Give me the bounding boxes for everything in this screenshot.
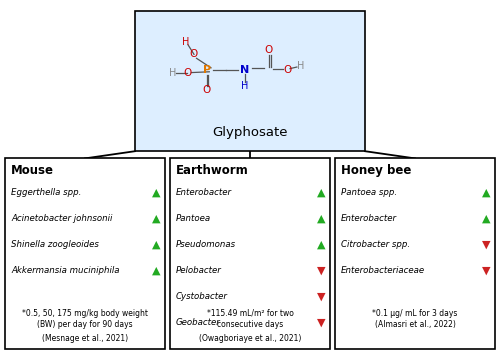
Text: H: H: [182, 37, 189, 48]
Text: Pseudomonas: Pseudomonas: [176, 240, 236, 249]
Text: Glyphosate: Glyphosate: [212, 126, 288, 139]
Text: Eggerthella spp.: Eggerthella spp.: [11, 188, 82, 197]
Text: (Owagboriaye et al., 2021): (Owagboriaye et al., 2021): [199, 334, 301, 343]
Text: Mouse: Mouse: [11, 164, 54, 177]
Text: Enterobacter: Enterobacter: [176, 188, 232, 197]
Text: ▲: ▲: [152, 265, 160, 275]
FancyBboxPatch shape: [135, 11, 365, 151]
Text: ▲: ▲: [152, 239, 160, 249]
Text: consecutive days: consecutive days: [217, 320, 283, 329]
Text: ▼: ▼: [482, 265, 490, 275]
Text: Geobacter: Geobacter: [176, 318, 221, 327]
Text: ▲: ▲: [152, 213, 160, 224]
Text: Shinella zoogleoides: Shinella zoogleoides: [11, 240, 99, 249]
Text: O: O: [284, 65, 292, 75]
Text: Citrobacter spp.: Citrobacter spp.: [341, 240, 410, 249]
Text: ▲: ▲: [317, 239, 325, 249]
Text: H: H: [169, 68, 176, 77]
Text: ▼: ▼: [482, 239, 490, 249]
Text: Enterobacter: Enterobacter: [341, 214, 397, 223]
Text: O: O: [264, 45, 273, 55]
Text: ▲: ▲: [317, 213, 325, 224]
Text: Pantoea: Pantoea: [176, 214, 211, 223]
Text: H: H: [242, 81, 248, 91]
FancyBboxPatch shape: [170, 158, 330, 349]
Text: *115.49 mL/m² for two: *115.49 mL/m² for two: [206, 309, 294, 318]
Text: P: P: [202, 65, 211, 75]
Text: N: N: [240, 65, 250, 75]
Text: O: O: [202, 85, 211, 95]
Text: ▼: ▼: [317, 291, 325, 301]
Text: *0.5, 50, 175 mg/kg body weight: *0.5, 50, 175 mg/kg body weight: [22, 309, 148, 318]
Text: Honey bee: Honey bee: [341, 164, 411, 177]
Text: O: O: [190, 49, 198, 59]
Text: (Almasri et al., 2022): (Almasri et al., 2022): [374, 320, 456, 329]
FancyBboxPatch shape: [5, 158, 165, 349]
Text: H: H: [296, 61, 304, 71]
Text: (Mesnage et al., 2021): (Mesnage et al., 2021): [42, 334, 128, 343]
Text: O: O: [183, 68, 192, 77]
Text: ▲: ▲: [317, 188, 325, 198]
Text: ▲: ▲: [152, 188, 160, 198]
Text: Pelobacter: Pelobacter: [176, 266, 222, 275]
Text: ▲: ▲: [482, 188, 490, 198]
Text: ▼: ▼: [317, 317, 325, 327]
Text: Enterobacteriaceae: Enterobacteriaceae: [341, 266, 425, 275]
Text: *0.1 μg/ mL for 3 days: *0.1 μg/ mL for 3 days: [372, 309, 458, 318]
FancyBboxPatch shape: [335, 158, 495, 349]
Text: (BW) per day for 90 days: (BW) per day for 90 days: [37, 320, 133, 329]
Text: ▼: ▼: [317, 265, 325, 275]
Text: Cystobacter: Cystobacter: [176, 292, 228, 301]
Text: Earthworm: Earthworm: [176, 164, 249, 177]
Text: ▲: ▲: [482, 213, 490, 224]
Text: Acinetobacter johnsonii: Acinetobacter johnsonii: [11, 214, 112, 223]
Text: Akkermansia muciniphila: Akkermansia muciniphila: [11, 266, 120, 275]
Text: Pantoea spp.: Pantoea spp.: [341, 188, 397, 197]
